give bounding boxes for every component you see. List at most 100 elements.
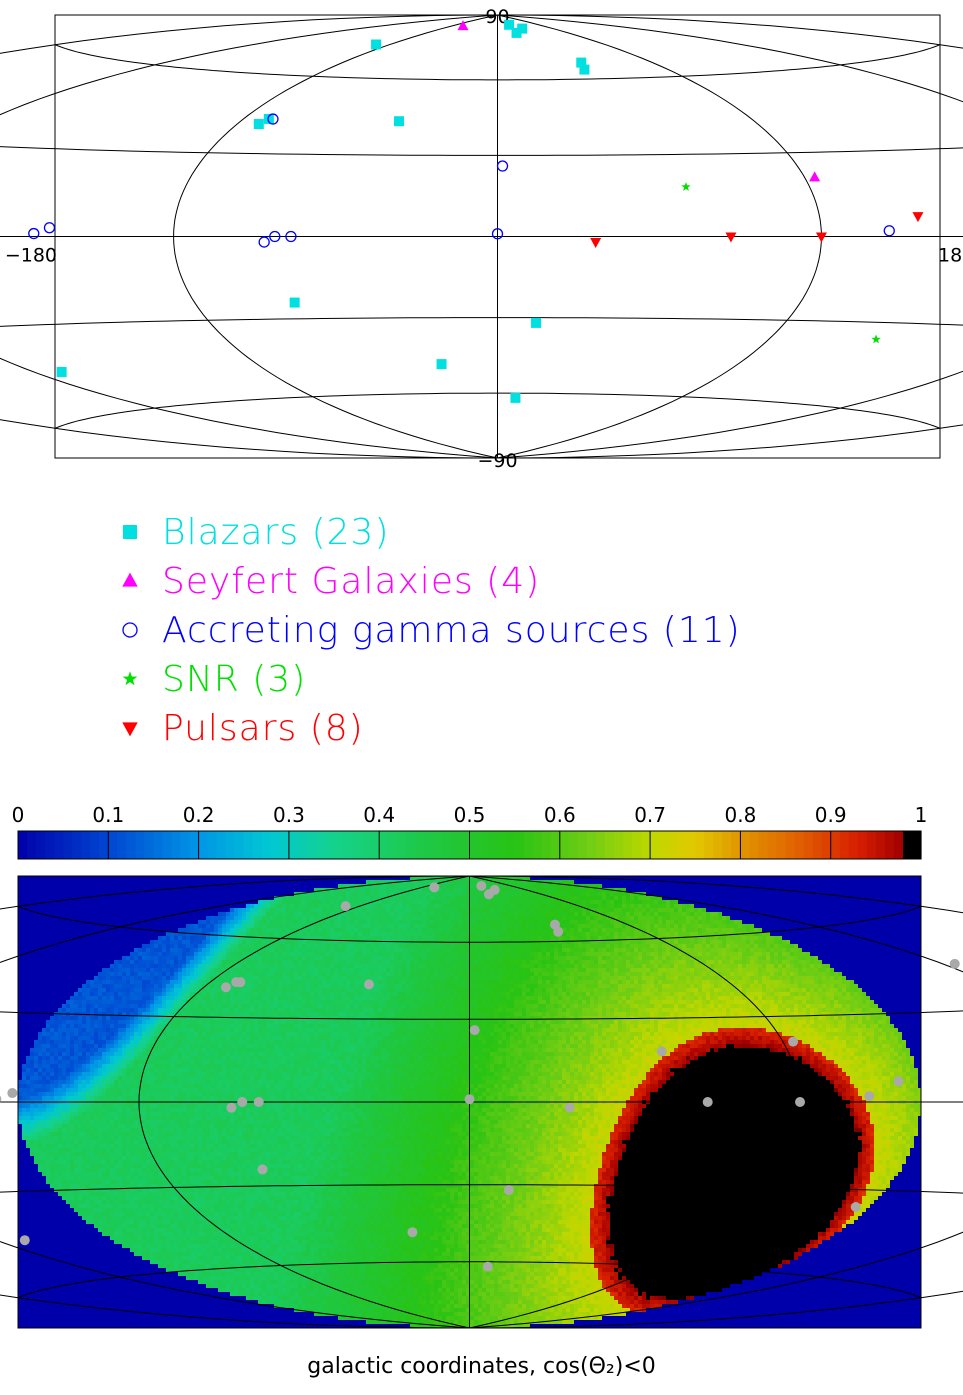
heatmap-cell bbox=[690, 912, 694, 916]
heatmap-cell bbox=[442, 952, 446, 956]
heatmap-cell bbox=[538, 1000, 542, 1004]
heatmap-cell bbox=[386, 916, 390, 920]
heatmap-cell bbox=[286, 972, 290, 976]
heatmap-cell bbox=[430, 996, 434, 1000]
heatmap-cell bbox=[578, 896, 582, 900]
heatmap-cell bbox=[66, 1004, 70, 1008]
heatmap-cell bbox=[594, 1000, 598, 1004]
heatmap-cell bbox=[442, 980, 446, 984]
heatmap-cell bbox=[402, 884, 406, 888]
heatmap-cell bbox=[410, 992, 414, 996]
heatmap-cell bbox=[486, 900, 490, 904]
heatmap-cell bbox=[518, 952, 522, 956]
heatmap-cell bbox=[562, 912, 566, 916]
heatmap-cell bbox=[250, 936, 254, 940]
heatmap-cell bbox=[574, 932, 578, 936]
heatmap-cell bbox=[178, 956, 182, 960]
heatmap-cell bbox=[570, 924, 574, 928]
heatmap-cell bbox=[158, 984, 162, 988]
heatmap-cell bbox=[318, 912, 322, 916]
heatmap-cell bbox=[310, 904, 314, 908]
heatmap-cell bbox=[566, 992, 570, 996]
heatmap-cell bbox=[562, 936, 566, 940]
heatmap-cell bbox=[786, 968, 790, 972]
heatmap-cell bbox=[654, 964, 658, 968]
heatmap-cell bbox=[314, 944, 318, 948]
heatmap-cell bbox=[270, 928, 274, 932]
heatmap-cell bbox=[446, 972, 450, 976]
heatmap-cell bbox=[202, 992, 206, 996]
heatmap-cell bbox=[526, 964, 530, 968]
heatmap-cell bbox=[274, 920, 278, 924]
heatmap-cell bbox=[182, 944, 186, 948]
heatmap-cell bbox=[470, 980, 474, 984]
heatmap-cell bbox=[506, 888, 510, 892]
colorbar-cell bbox=[352, 831, 362, 859]
heatmap-cell bbox=[566, 924, 570, 928]
heatmap-cell bbox=[298, 896, 302, 900]
heatmap-cell bbox=[574, 944, 578, 948]
heatmap-cell bbox=[422, 996, 426, 1000]
heatmap-cell bbox=[502, 960, 506, 964]
heatmap-cell bbox=[298, 908, 302, 912]
heatmap-cell bbox=[514, 1000, 518, 1004]
heatmap-cell bbox=[238, 932, 242, 936]
heatmap-cell bbox=[354, 1004, 358, 1008]
heatmap-cell bbox=[246, 980, 250, 984]
heatmap-cell bbox=[726, 964, 730, 968]
heatmap-cell bbox=[346, 968, 350, 972]
heatmap-cell bbox=[486, 988, 490, 992]
heatmap-cell bbox=[622, 956, 626, 960]
heatmap-cell bbox=[778, 936, 782, 940]
heatmap-cell bbox=[794, 952, 798, 956]
heatmap-cell bbox=[458, 928, 462, 932]
heatmap-cell bbox=[158, 964, 162, 968]
heatmap-cell bbox=[626, 992, 630, 996]
heatmap-cell bbox=[166, 1004, 170, 1008]
heatmap-cell bbox=[162, 972, 166, 976]
heatmap-cell bbox=[430, 956, 434, 960]
heatmap-cell bbox=[598, 980, 602, 984]
heatmap-cell bbox=[150, 984, 154, 988]
heatmap-cell bbox=[354, 888, 358, 892]
heatmap-cell bbox=[186, 944, 190, 948]
heatmap-cell bbox=[670, 964, 674, 968]
heatmap-cell bbox=[190, 952, 194, 956]
heatmap-cell bbox=[622, 952, 626, 956]
heatmap-cell bbox=[842, 976, 846, 980]
heatmap-cell bbox=[722, 944, 726, 948]
heatmap-cell bbox=[230, 924, 234, 928]
heatmap-cell bbox=[286, 964, 290, 968]
heatmap-cell bbox=[618, 928, 622, 932]
heatmap-cell bbox=[582, 968, 586, 972]
heatmap-cell bbox=[462, 960, 466, 964]
heatmap-cell bbox=[714, 952, 718, 956]
heatmap-cell bbox=[718, 964, 722, 968]
heatmap-cell bbox=[318, 964, 322, 968]
heatmap-cell bbox=[242, 968, 246, 972]
heatmap-cell bbox=[310, 1000, 314, 1004]
heatmap-cell bbox=[246, 976, 250, 980]
heatmap-cell bbox=[402, 984, 406, 988]
heatmap-cell bbox=[470, 956, 474, 960]
heatmap-cell bbox=[462, 1004, 466, 1008]
heatmap-cell bbox=[442, 932, 446, 936]
heatmap-cell bbox=[306, 996, 310, 1000]
tick-label-left: −180 bbox=[5, 245, 57, 267]
heatmap-cell bbox=[450, 1004, 454, 1008]
heatmap-cell bbox=[594, 920, 598, 924]
heatmap-cell bbox=[314, 964, 318, 968]
heatmap-cell bbox=[330, 960, 334, 964]
heatmap-cell bbox=[706, 996, 710, 1000]
heatmap-cell bbox=[662, 912, 666, 916]
heatmap-cell bbox=[694, 928, 698, 932]
heatmap-cell bbox=[442, 908, 446, 912]
heatmap-cell bbox=[446, 964, 450, 968]
heatmap-cell bbox=[834, 972, 838, 976]
heatmap-cell bbox=[586, 984, 590, 988]
heatmap-cell bbox=[330, 972, 334, 976]
heatmap-cell bbox=[586, 912, 590, 916]
heatmap-cell bbox=[634, 980, 638, 984]
heatmap-cell bbox=[490, 996, 494, 1000]
heatmap-cell bbox=[110, 980, 114, 984]
